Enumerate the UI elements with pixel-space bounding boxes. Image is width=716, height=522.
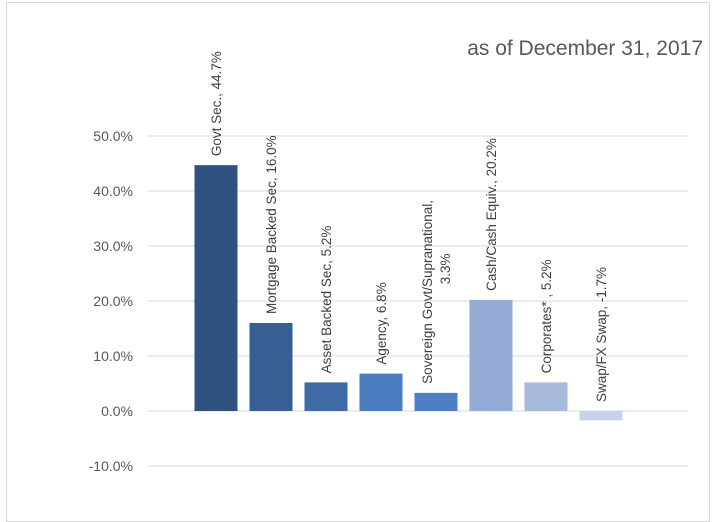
y-tick-label: 40.0% <box>93 183 133 199</box>
bar <box>524 382 568 411</box>
data-label: Agency, 6.8% <box>374 282 389 364</box>
data-label: Govt Sec., 44.7% <box>209 51 224 156</box>
chart-title: as of December 31, 2017 <box>467 37 703 60</box>
data-label-text: Sovereign Govt/Supranational, <box>420 200 435 384</box>
y-tick-label: 0.0% <box>101 403 133 419</box>
y-axis-ticks: -10.0% 0.0% 10.0% 20.0% 30.0% 40.0% 50.0% <box>89 128 133 474</box>
data-label-text: Cash/Cash Equiv., 20.2% <box>484 138 499 291</box>
bar <box>194 165 238 411</box>
bar <box>414 392 458 411</box>
bar <box>304 382 348 411</box>
bar <box>469 299 513 411</box>
data-label: Sovereign Govt/Supranational, 3.3% <box>420 200 453 384</box>
bar <box>359 373 403 411</box>
data-label-text: Mortgage Backed Sec, 16.0% <box>264 135 279 314</box>
y-tick-label: 10.0% <box>93 348 133 364</box>
data-label: Swap/FX Swap, -1.7% <box>594 267 609 402</box>
data-label-text: Agency, 6.8% <box>374 282 389 364</box>
data-label-text: Swap/FX Swap, -1.7% <box>594 267 609 402</box>
data-label: Asset Backed Sec, 5.2% <box>319 226 334 374</box>
y-tick-label: 50.0% <box>93 128 133 144</box>
bar <box>249 323 293 411</box>
data-label-text: 3.3% <box>438 253 453 284</box>
y-tick-label: 30.0% <box>93 238 133 254</box>
data-label: Mortgage Backed Sec, 16.0% <box>264 135 279 314</box>
data-label: Cash/Cash Equiv., 20.2% <box>484 138 499 291</box>
data-label: Corporates* , 5.2% <box>539 259 554 373</box>
y-tick-label: 20.0% <box>93 293 133 309</box>
data-labels: Govt Sec., 44.7% Mortgage Backed Sec, 16.… <box>209 51 609 402</box>
chart-frame <box>6 2 710 522</box>
bars <box>194 165 623 421</box>
data-label-text: Govt Sec., 44.7% <box>209 51 224 156</box>
data-label-text: Asset Backed Sec, 5.2% <box>319 226 334 374</box>
y-tick-label: -10.0% <box>89 458 133 474</box>
bar <box>579 411 623 421</box>
data-label-text: Corporates* , 5.2% <box>539 259 554 373</box>
